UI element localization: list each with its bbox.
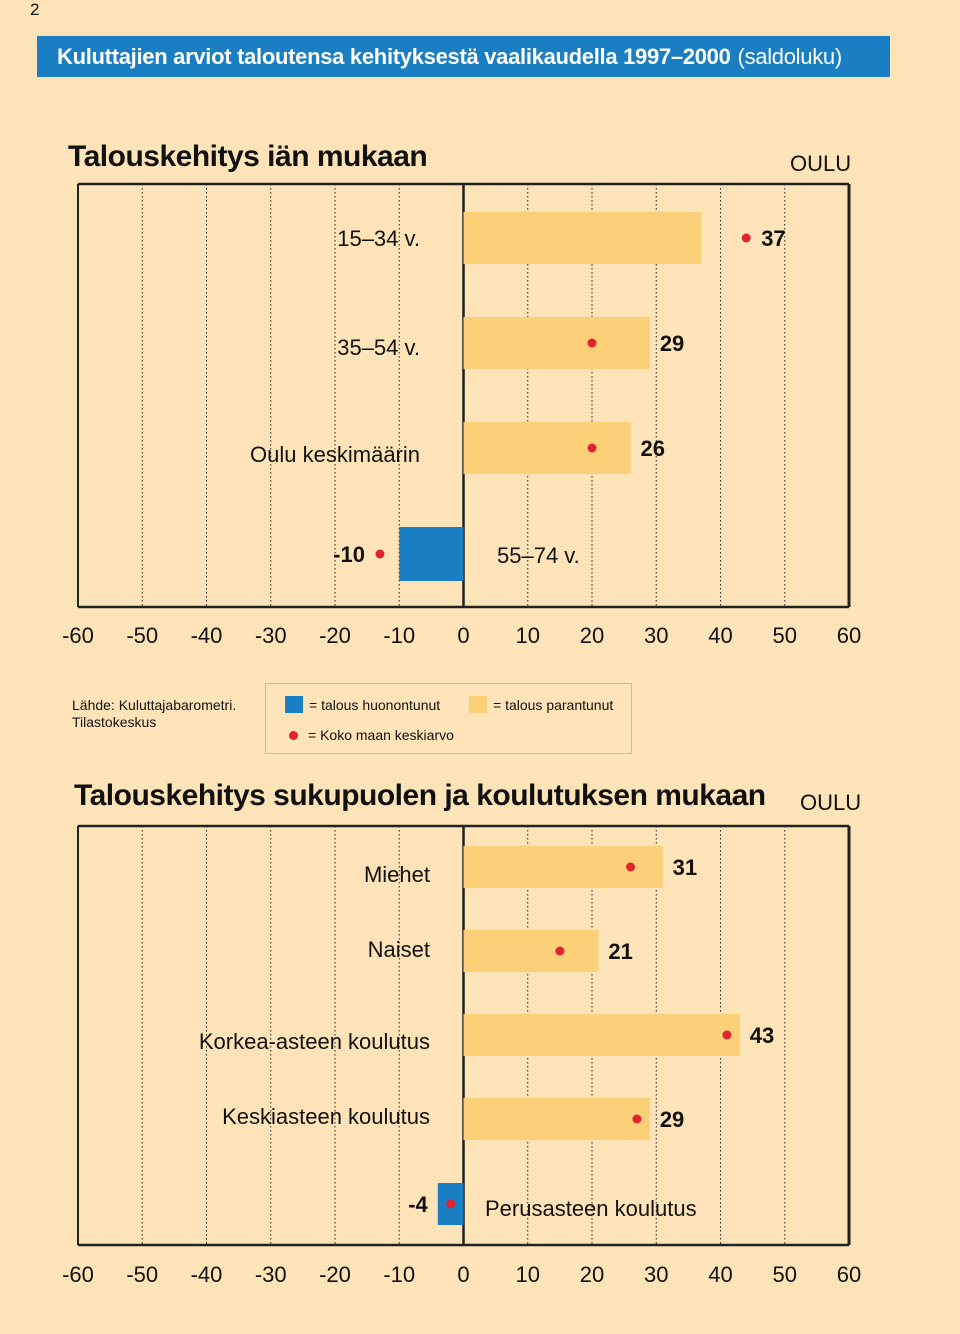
chart1-tick-label-11: 50 — [773, 623, 797, 648]
chart1-category-label-1: 35–54 v. — [337, 335, 420, 360]
chart2-tick-label-10: 40 — [708, 1262, 732, 1287]
chart2-category-label-1: Naiset — [368, 937, 430, 962]
chart1-value-label-2: 26 — [641, 436, 665, 461]
chart1-tick-label-0: -60 — [62, 623, 94, 648]
chart1-average-dot-3 — [375, 549, 385, 559]
header-subtitle: (saldoluku) — [737, 43, 843, 69]
legend: = talous huonontunut = talous parantunut… — [265, 683, 632, 754]
legend-improved: = talous parantunut — [469, 696, 613, 713]
chart1-region: OULU — [790, 151, 852, 176]
chart2-tick-label-11: 50 — [773, 1262, 797, 1287]
chart2-region: OULU — [800, 790, 862, 815]
legend-improved-swatch — [469, 696, 487, 713]
chart2-average-dot-1 — [555, 946, 565, 956]
chart2-bar-1 — [463, 930, 599, 972]
chart2-average-dot-0 — [626, 862, 636, 872]
chart2-tick-label-12: 60 — [837, 1262, 861, 1287]
chart1-bar-0 — [463, 212, 702, 264]
source-line-1: Lähde: Kuluttajabarometri. — [72, 697, 237, 713]
chart1-tick-label-9: 30 — [644, 623, 668, 648]
chart1-bar-1 — [463, 317, 650, 369]
chart2-category-label-3: Keskiasteen koulutus — [222, 1104, 430, 1129]
chart1-average-dot-2 — [587, 443, 597, 453]
chart1-average-dot-0 — [741, 233, 751, 243]
page-number: 2 — [30, 0, 40, 19]
chart1-value-label-3: -10 — [333, 542, 365, 567]
chart1-average-dot-1 — [587, 338, 597, 348]
chart2-tick-label-0: -60 — [62, 1262, 94, 1287]
chart2-value-label-4: -4 — [408, 1192, 428, 1217]
chart2-average-dot-4 — [446, 1199, 456, 1209]
chart2-value-label-1: 21 — [608, 939, 632, 964]
chart2-tick-label-2: -40 — [191, 1262, 223, 1287]
chart2-average-dot-3 — [632, 1114, 642, 1124]
chart2-category-label-0: Miehet — [364, 862, 430, 887]
legend-average-label: = Koko maan keskiarvo — [308, 727, 454, 743]
legend-worsened: = talous huonontunut — [285, 696, 440, 713]
chart1-bar-2 — [463, 422, 631, 474]
chart2-tick-label-4: -20 — [319, 1262, 351, 1287]
chart2-tick-label-7: 10 — [516, 1262, 540, 1287]
chart2-tick-label-3: -30 — [255, 1262, 287, 1287]
chart2-bar-3 — [463, 1098, 650, 1140]
legend-average-dot — [289, 730, 298, 740]
chart1-tick-label-10: 40 — [708, 623, 732, 648]
source-line-2: Tilastokeskus — [72, 714, 157, 730]
chart1-category-label-2: Oulu keskimäärin — [250, 442, 420, 467]
source-note: Lähde: Kuluttajabarometri. Tilastokeskus — [72, 697, 236, 731]
chart2-title: Talouskehitys sukupuolen ja koulutuksen … — [74, 779, 766, 812]
chart1-tick-label-12: 60 — [837, 623, 861, 648]
chart2-bar-2 — [463, 1014, 740, 1056]
chart2-tick-label-9: 30 — [644, 1262, 668, 1287]
chart2-tick-label-1: -50 — [126, 1262, 158, 1287]
chart2-category-label-2: Korkea-asteen koulutus — [199, 1029, 430, 1054]
chart2-tick-label-5: -10 — [383, 1262, 415, 1287]
header-banner: Kuluttajien arviot taloutensa kehitykses… — [37, 36, 890, 77]
chart2-category-label-4: Perusasteen koulutus — [485, 1196, 697, 1221]
chart1-tick-label-8: 20 — [580, 623, 604, 648]
legend-improved-label: = talous parantunut — [493, 696, 614, 713]
chart1-tick-label-6: 0 — [457, 623, 469, 648]
chart2-tick-label-6: 0 — [457, 1262, 469, 1287]
chart1-tick-label-4: -20 — [319, 623, 351, 648]
chart1-tick-label-7: 10 — [516, 623, 540, 648]
chart2-value-label-2: 43 — [750, 1023, 774, 1048]
chart1-tick-label-2: -40 — [191, 623, 223, 648]
chart1-tick-label-3: -30 — [255, 623, 287, 648]
chart2-value-label-0: 31 — [673, 855, 697, 880]
chart1-title: Talouskehitys iän mukaan — [68, 140, 428, 173]
chart2-tick-label-8: 20 — [580, 1262, 604, 1287]
chart1-bar-3 — [399, 527, 464, 581]
chart2-average-dot-2 — [722, 1030, 732, 1040]
chart1-tick-label-5: -10 — [383, 623, 415, 648]
chart2-value-label-3: 29 — [660, 1107, 684, 1132]
chart1-tick-label-1: -50 — [126, 623, 158, 648]
chart1-category-label-3: 55–74 v. — [497, 543, 580, 568]
legend-worsened-swatch — [285, 696, 303, 713]
chart1-value-label-0: 37 — [761, 226, 785, 251]
legend-worsened-label: = talous huonontunut — [309, 696, 441, 713]
legend-national-average: = Koko maan keskiarvo — [285, 727, 454, 743]
chart1-value-label-1: 29 — [660, 331, 684, 356]
chart1-category-label-0: 15–34 v. — [337, 226, 420, 251]
header-title: Kuluttajien arviot taloutensa kehitykses… — [57, 43, 731, 69]
